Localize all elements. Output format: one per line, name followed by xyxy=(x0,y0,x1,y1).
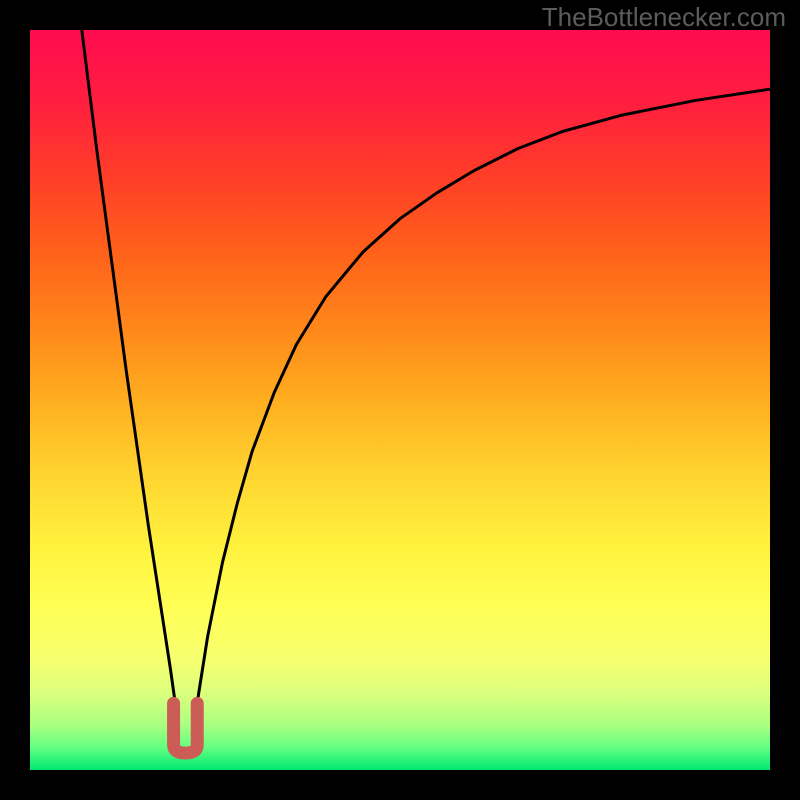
bottleneck-chart xyxy=(0,0,800,800)
plot-gradient-background xyxy=(30,30,770,770)
watermark-text: TheBottlenecker.com xyxy=(542,2,786,33)
